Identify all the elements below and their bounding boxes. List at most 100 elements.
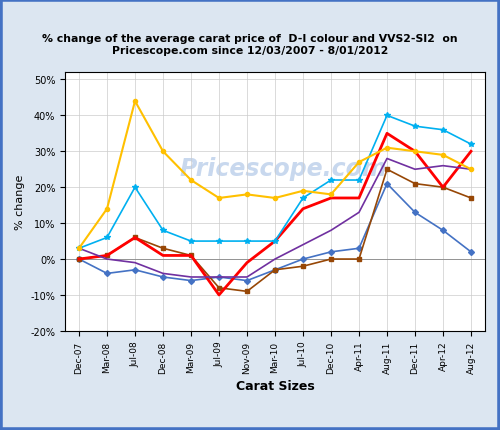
0 to 0.5 [76, 257, 82, 262]
3 to 4 [412, 124, 418, 129]
Line: 1 to 2: 1 to 2 [79, 134, 471, 295]
2 to 3 [384, 157, 390, 162]
0 to 0.5 [244, 278, 250, 283]
Line: 4 to 99: 4 to 99 [77, 100, 473, 251]
0.5  to 1 [272, 267, 278, 273]
2 to 3 [104, 257, 110, 262]
2 to 3 [468, 167, 474, 172]
0 to 0.5 [272, 267, 278, 273]
2 to 3 [160, 271, 166, 276]
4 to 99 [188, 178, 194, 183]
4 to 99 [328, 192, 334, 197]
0.5  to 1 [328, 257, 334, 262]
1 to 2 [356, 196, 362, 201]
0.5  to 1 [76, 257, 82, 262]
2 to 3 [440, 164, 446, 169]
4 to 99 [440, 153, 446, 158]
Line: 3 to 4: 3 to 4 [76, 114, 474, 252]
0 to 0.5 [132, 267, 138, 273]
1 to 2 [160, 253, 166, 258]
Line: 0.5  to 1: 0.5 to 1 [77, 168, 473, 294]
0 to 0.5 [160, 275, 166, 280]
4 to 99 [272, 196, 278, 201]
2 to 3 [188, 275, 194, 280]
4 to 99 [216, 196, 222, 201]
0.5  to 1 [104, 253, 110, 258]
0 to 0.5 [104, 271, 110, 276]
0 to 0.5 [188, 278, 194, 283]
0.5  to 1 [300, 264, 306, 269]
0.5  to 1 [468, 196, 474, 201]
3 to 4 [244, 239, 250, 244]
0 to 0.5 [440, 228, 446, 233]
0.5  to 1 [384, 167, 390, 172]
4 to 99 [132, 99, 138, 104]
4 to 99 [244, 192, 250, 197]
3 to 4 [468, 142, 474, 147]
1 to 2 [384, 132, 390, 137]
0 to 0.5 [356, 246, 362, 251]
0 to 0.5 [412, 210, 418, 215]
0 to 0.5 [328, 250, 334, 255]
4 to 99 [356, 160, 362, 165]
2 to 3 [244, 275, 250, 280]
1 to 2 [216, 293, 222, 298]
4 to 99 [300, 189, 306, 194]
4 to 99 [468, 167, 474, 172]
3 to 4 [160, 228, 166, 233]
Line: 2 to 3: 2 to 3 [79, 159, 471, 277]
4 to 99 [160, 149, 166, 154]
1 to 2 [440, 185, 446, 190]
1 to 2 [104, 253, 110, 258]
0 to 0.5 [216, 275, 222, 280]
1 to 2 [132, 235, 138, 240]
0.5  to 1 [412, 181, 418, 187]
4 to 99 [412, 149, 418, 154]
3 to 4 [356, 178, 362, 183]
Text: Pricescope.com: Pricescope.com [180, 157, 387, 181]
3 to 4 [328, 178, 334, 183]
0.5  to 1 [356, 257, 362, 262]
0.5  to 1 [440, 185, 446, 190]
1 to 2 [328, 196, 334, 201]
4 to 99 [104, 207, 110, 212]
3 to 4 [76, 246, 82, 251]
1 to 2 [300, 207, 306, 212]
0.5  to 1 [160, 246, 166, 251]
2 to 3 [76, 246, 82, 251]
2 to 3 [216, 275, 222, 280]
2 to 3 [356, 210, 362, 215]
3 to 4 [300, 196, 306, 201]
2 to 3 [300, 243, 306, 248]
3 to 4 [132, 185, 138, 190]
0 to 0.5 [468, 250, 474, 255]
0.5  to 1 [188, 253, 194, 258]
1 to 2 [272, 239, 278, 244]
X-axis label: Carat Sizes: Carat Sizes [236, 379, 314, 392]
Y-axis label: % change: % change [14, 175, 24, 230]
0 to 0.5 [384, 181, 390, 187]
2 to 3 [132, 261, 138, 266]
Text: % change of the average carat price of  D-I colour and VVS2-SI2  on
Pricescope.c: % change of the average carat price of D… [42, 34, 458, 56]
Line: 0 to 0.5: 0 to 0.5 [77, 182, 473, 283]
2 to 3 [328, 228, 334, 233]
0.5  to 1 [132, 235, 138, 240]
1 to 2 [76, 257, 82, 262]
3 to 4 [188, 239, 194, 244]
2 to 3 [272, 257, 278, 262]
3 to 4 [104, 235, 110, 240]
3 to 4 [272, 239, 278, 244]
4 to 99 [76, 246, 82, 251]
3 to 4 [216, 239, 222, 244]
1 to 2 [468, 149, 474, 154]
0.5  to 1 [244, 289, 250, 294]
1 to 2 [244, 261, 250, 266]
3 to 4 [384, 114, 390, 119]
1 to 2 [412, 149, 418, 154]
0.5  to 1 [216, 286, 222, 291]
3 to 4 [440, 128, 446, 133]
0 to 0.5 [300, 257, 306, 262]
2 to 3 [412, 167, 418, 172]
1 to 2 [188, 253, 194, 258]
4 to 99 [384, 146, 390, 151]
